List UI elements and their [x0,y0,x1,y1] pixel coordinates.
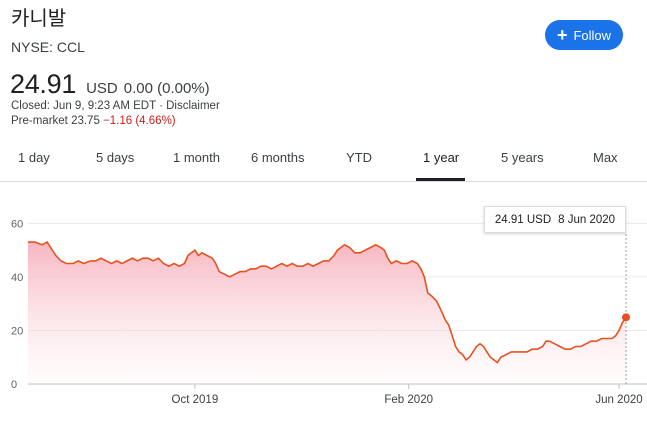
tooltip-value: 24.91 USD [494,213,552,226]
premarket-change: −1.16 (4.66%) [103,115,176,127]
x-tick-label: Oct 2019 [172,394,219,406]
current-price-dot [622,313,630,322]
tab-1-year[interactable]: 1 year [423,150,460,165]
y-tick-label: 20 [11,325,23,337]
tab-6-months[interactable]: 6 months [251,150,305,165]
y-tick-label: 60 [11,218,23,230]
follow-label: Follow [573,27,612,43]
y-tick-label: 0 [11,379,17,391]
premarket-status: Pre-market 23.75 −1.16 (4.66%) [11,115,176,127]
company-name: 카니발 [11,8,67,30]
ticker-symbol: NYSE: CCL [11,39,85,55]
y-tick-label: 40 [11,272,23,284]
tab-5-days[interactable]: 5 days [96,150,135,165]
price-line [28,241,627,364]
price-change: 0.00 (0.00%) [123,80,210,97]
price-row: 24.91 USD 0.00 (0.00%) [10,69,210,100]
closed-status: Closed: Jun 9, 9:23 AM EDT · Disclaimer [11,100,220,112]
time-range-tabs: 1 day 5 days 1 month 6 months YTD 1 year… [0,140,647,182]
tab-5-years[interactable]: 5 years [501,150,544,165]
premarket-label: Pre-market 23.75 [11,115,100,127]
x-tick-label: Jun 2020 [595,394,642,406]
x-tick-label: Feb 2020 [384,394,433,406]
price-currency: USD [86,80,118,97]
tab-max[interactable]: Max [593,150,618,165]
follow-button[interactable]: + Follow [545,20,623,50]
tooltip-date: 8 Jun 2020 [558,213,616,226]
tab-1-month[interactable]: 1 month [173,150,220,165]
active-tab-indicator [416,178,465,181]
price-area-fill [28,242,626,384]
current-price: 24.91 [10,69,77,99]
tab-1-day[interactable]: 1 day [18,150,50,165]
plus-icon: + [556,25,568,45]
tab-ytd[interactable]: YTD [346,150,372,165]
price-chart[interactable]: 0 20 40 60 Oct 2019 Feb 2020 Jun 2020 [0,182,647,421]
price-tooltip: 24.91 USD 8 Jun 2020 [484,206,626,233]
